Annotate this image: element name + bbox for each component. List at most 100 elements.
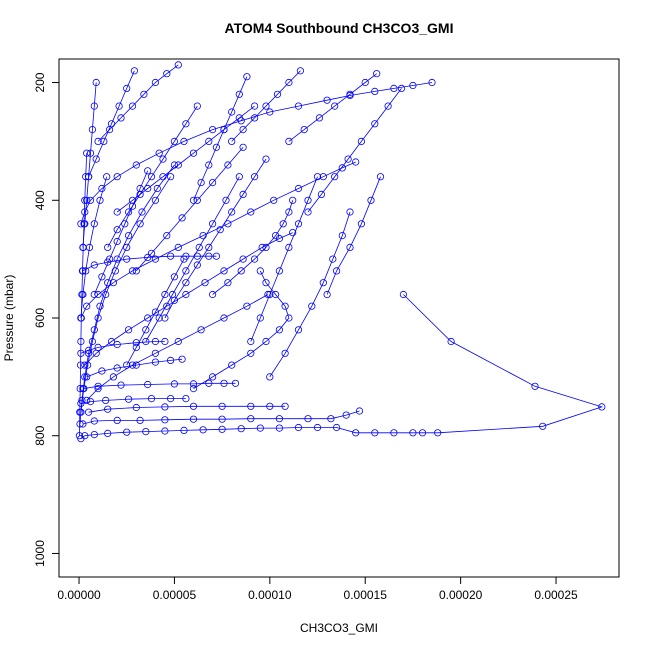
data-point (224, 279, 232, 287)
data-point (251, 255, 259, 263)
data-point (128, 361, 137, 369)
data-point (111, 267, 119, 275)
data-point (123, 255, 131, 263)
data-point (220, 126, 228, 134)
data-point (281, 349, 289, 357)
data-point (153, 184, 161, 193)
profile-series (323, 173, 385, 299)
profile-series (90, 167, 152, 299)
data-point (209, 126, 217, 134)
data-point (539, 422, 547, 430)
data-point (239, 190, 247, 198)
series-line (107, 105, 198, 248)
data-point (98, 273, 106, 281)
data-point (128, 196, 137, 204)
data-point (434, 429, 442, 437)
data-point (296, 67, 304, 75)
data-point (342, 411, 350, 419)
data-point (132, 403, 140, 412)
series-line (86, 358, 183, 378)
data-point (98, 367, 106, 375)
series-line (82, 410, 360, 425)
data-point (83, 302, 91, 310)
data-point (123, 84, 131, 93)
plot-area (75, 61, 606, 443)
data-point (121, 220, 129, 228)
data-point (313, 423, 322, 432)
profile-series (77, 173, 111, 322)
data-point (273, 90, 282, 98)
data-point (128, 202, 137, 210)
data-point (352, 158, 360, 166)
data-point (136, 190, 144, 198)
data-point (247, 349, 255, 357)
data-point (294, 220, 303, 228)
data-point (182, 279, 190, 287)
profile-series (104, 102, 201, 251)
data-point (390, 84, 398, 93)
data-point (81, 220, 89, 228)
data-point (399, 290, 407, 299)
data-point (103, 173, 111, 181)
data-point (115, 102, 123, 110)
data-point (109, 373, 118, 381)
series-line (164, 158, 267, 319)
data-point (189, 415, 198, 423)
data-point (144, 314, 152, 322)
data-point (81, 196, 89, 204)
profile-series (266, 208, 354, 381)
data-point (294, 423, 303, 432)
data-point (205, 252, 213, 260)
data-point (182, 394, 190, 403)
profile-series (77, 158, 360, 322)
data-point (271, 232, 280, 240)
profile-series (304, 84, 406, 216)
data-point (266, 373, 274, 381)
data-point (304, 415, 312, 423)
data-point (344, 155, 352, 163)
data-point (144, 380, 152, 389)
data-point (222, 196, 230, 204)
data-point (94, 137, 102, 145)
data-point (228, 361, 236, 369)
data-point (104, 405, 112, 413)
data-point (180, 137, 188, 145)
data-point (81, 432, 89, 440)
data-point (147, 249, 156, 257)
data-point (107, 120, 116, 128)
data-point (428, 78, 436, 87)
data-point (281, 302, 289, 310)
data-point (178, 214, 186, 222)
profile-series (189, 73, 251, 204)
data-point (144, 167, 152, 175)
data-point (323, 290, 331, 299)
data-point (256, 314, 264, 322)
data-point (163, 70, 171, 78)
series-line (80, 161, 356, 319)
data-point (270, 196, 278, 204)
data-point (294, 326, 303, 334)
data-point (76, 384, 84, 393)
series-line (135, 147, 244, 272)
profile-series (189, 267, 293, 393)
data-point (228, 208, 236, 216)
data-point (212, 252, 220, 260)
data-point (397, 84, 406, 93)
data-point (180, 426, 188, 434)
profile-series (85, 402, 289, 416)
data-point (304, 196, 312, 204)
data-point (144, 253, 152, 261)
data-point (271, 290, 280, 299)
x-tick-label: 0.00025 (534, 588, 578, 602)
data-point (262, 279, 270, 287)
data-point (102, 396, 110, 404)
data-point (174, 243, 182, 251)
data-point (237, 425, 245, 433)
profile-series (81, 229, 297, 369)
data-point (107, 337, 116, 346)
data-point (275, 267, 283, 275)
data-point (346, 90, 354, 98)
data-point (205, 161, 213, 169)
data-point (220, 314, 228, 322)
data-point (281, 402, 289, 410)
